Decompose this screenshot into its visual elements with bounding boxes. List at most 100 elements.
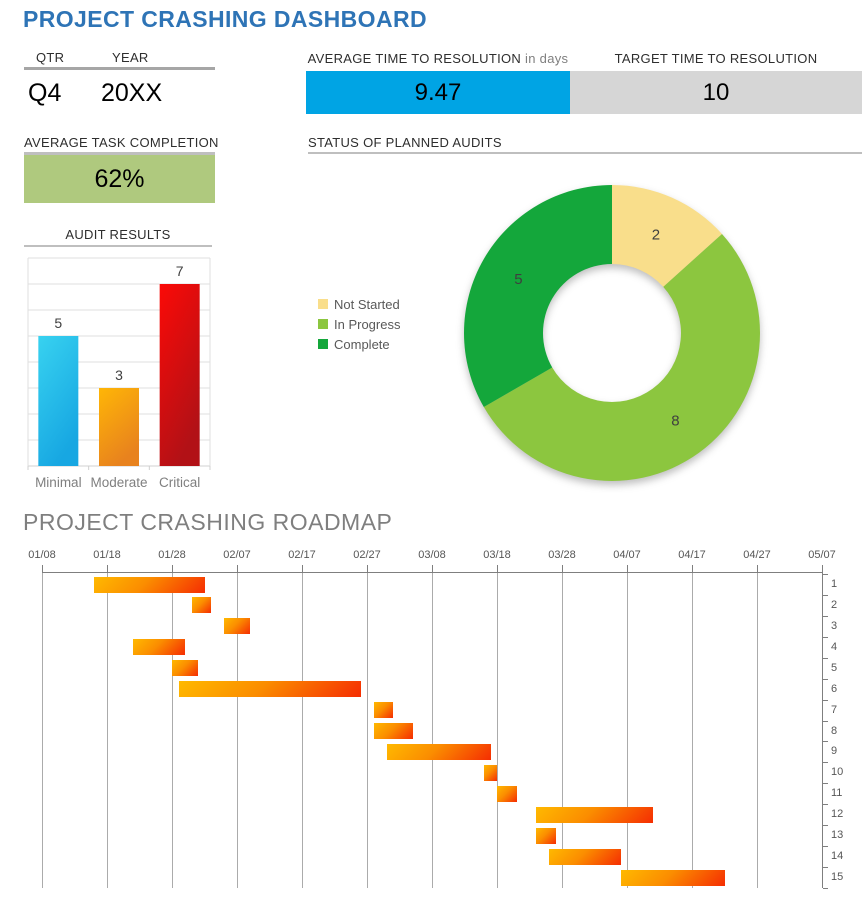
- gantt-gridline: [562, 573, 563, 888]
- avg-time-unit: in days: [525, 51, 569, 66]
- avg-time-value-cell[interactable]: 9.47: [306, 71, 570, 114]
- gantt-gridline: [302, 573, 303, 888]
- bar-critical: [159, 284, 200, 466]
- gantt-axis-tick: [172, 565, 173, 573]
- page-title: PROJECT CRASHING DASHBOARD: [23, 6, 427, 32]
- gantt-row-label: 10: [831, 766, 844, 778]
- donut-slices: [464, 185, 760, 481]
- gantt-task-bar-row-3: [224, 618, 250, 635]
- gantt-axis-tick: [42, 565, 43, 573]
- gantt-row-label: 15: [831, 871, 844, 883]
- bar-category-label: Moderate: [90, 475, 147, 490]
- gantt-right-axis-tick: [823, 658, 828, 659]
- gantt-task-bar-row-11: [497, 785, 517, 802]
- gantt-row-label: 9: [831, 745, 838, 757]
- donut-legend: Not Started In Progress Complete: [318, 294, 400, 354]
- donut-slice-complete: [464, 185, 612, 407]
- year-value-cell[interactable]: 20XX: [101, 79, 163, 107]
- gantt-right-axis-tick: [823, 825, 828, 826]
- gantt-row-label: 8: [831, 725, 838, 737]
- gantt-axis-tick: [237, 565, 238, 573]
- gantt-row-label: 7: [831, 704, 838, 716]
- gantt-right-axis-tick: [823, 783, 828, 784]
- qtr-year-underline: [24, 67, 215, 70]
- audit-results-underline: [24, 245, 212, 247]
- gantt-axis-tick: [432, 565, 433, 573]
- donut-data-label: 2: [652, 226, 660, 243]
- gantt-date-label: 01/28: [158, 549, 186, 561]
- gantt-gridline: [172, 573, 173, 888]
- gantt-row-label: 4: [831, 641, 838, 653]
- gantt-task-bar-row-13: [536, 827, 556, 844]
- donut-data-label: 5: [514, 271, 522, 288]
- gantt-task-bar-row-1: [94, 576, 205, 593]
- qtr-label: QTR: [36, 50, 65, 65]
- gantt-right-axis-tick: [823, 804, 828, 805]
- gantt-right-axis-tick: [823, 637, 828, 638]
- gantt-axis-tick: [627, 565, 628, 573]
- gantt-axis-tick: [757, 565, 758, 573]
- gantt-date-label: 04/27: [743, 549, 771, 561]
- target-time-value-cell[interactable]: 10: [570, 71, 862, 114]
- gantt-date-label: 01/18: [93, 549, 121, 561]
- gantt-row-label: 3: [831, 620, 838, 632]
- gantt-right-axis-tick: [823, 741, 828, 742]
- gantt-right-axis-tick: [823, 616, 828, 617]
- legend-label: Not Started: [334, 296, 400, 312]
- gantt-date-label: 03/08: [418, 549, 446, 561]
- gantt-date-label: 02/17: [288, 549, 316, 561]
- gantt-date-label: 01/08: [28, 549, 56, 561]
- bar-category-label: Minimal: [35, 475, 82, 490]
- year-label: YEAR: [112, 50, 149, 65]
- gantt-task-bar-row-12: [536, 806, 653, 823]
- task-completion-value-cell[interactable]: 62%: [24, 155, 215, 203]
- gantt-right-axis: [822, 572, 823, 888]
- qtr-value-cell[interactable]: Q4: [28, 79, 62, 107]
- gantt-date-label: 03/18: [483, 549, 511, 561]
- gantt-row-label: 14: [831, 850, 844, 862]
- gantt-gridline: [692, 573, 693, 888]
- bar-category-label: Critical: [159, 475, 200, 490]
- gantt-task-bar-row-6: [178, 681, 361, 698]
- planned-audits-donut-chart: 2 8 5: [464, 185, 760, 481]
- donut-slice-in-progress: [483, 233, 760, 481]
- gantt-task-bar-row-14: [549, 848, 621, 865]
- gantt-row-label: 11: [831, 787, 843, 799]
- gantt-axis-tick: [302, 565, 303, 573]
- gantt-gridline: [367, 573, 368, 888]
- gantt-right-axis-tick: [823, 846, 828, 847]
- legend-swatch-icon: [318, 299, 328, 309]
- gantt-row-label: 12: [831, 808, 844, 820]
- avg-time-label-text: AVERAGE TIME TO RESOLUTION: [307, 51, 522, 66]
- gantt-task-bar-row-15: [620, 869, 725, 886]
- gantt-task-bar-row-9: [386, 743, 491, 760]
- gantt-task-bar-row-4: [133, 639, 185, 656]
- gantt-row-label: 1: [831, 578, 838, 590]
- gantt-axis-tick: [107, 565, 108, 573]
- gantt-date-label: 02/07: [223, 549, 251, 561]
- legend-swatch-icon: [318, 319, 328, 329]
- legend-item-not-started: Not Started: [318, 294, 400, 314]
- gantt-gridline: [497, 573, 498, 888]
- planned-audits-title: STATUS OF PLANNED AUDITS: [308, 135, 502, 150]
- gantt-task-bar-row-8: [373, 723, 413, 739]
- gantt-gridline: [757, 573, 758, 888]
- gantt-right-axis-tick: [823, 595, 828, 596]
- gantt-gridline: [627, 573, 628, 888]
- gantt-axis-tick: [692, 565, 693, 573]
- gantt-row-label: 6: [831, 683, 838, 695]
- gantt-row-label: 5: [831, 662, 838, 674]
- gantt-task-bar-row-5: [172, 660, 198, 677]
- gantt-right-axis-tick: [823, 721, 828, 722]
- gantt-gridline: [237, 573, 238, 888]
- gantt-date-label: 03/28: [548, 549, 576, 561]
- roadmap-title: PROJECT CRASHING ROADMAP: [23, 509, 393, 535]
- gantt-right-axis-tick: [823, 867, 828, 868]
- legend-swatch-icon: [318, 339, 328, 349]
- donut-data-label: 8: [671, 412, 679, 429]
- bar-moderate: [99, 388, 139, 466]
- gantt-task-bar-row-2: [191, 597, 211, 614]
- audit-results-bar-chart: 5 Minimal 3 Moderate 7 Critical: [27, 257, 211, 490]
